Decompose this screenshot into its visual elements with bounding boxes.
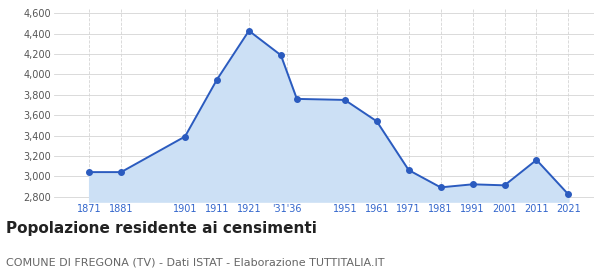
Point	[340, 98, 350, 102]
Point	[468, 182, 478, 186]
Point	[532, 158, 541, 162]
Point	[244, 29, 254, 33]
Point	[292, 97, 302, 101]
Point	[85, 170, 94, 174]
Point	[372, 119, 382, 123]
Point	[116, 170, 126, 174]
Text: COMUNE DI FREGONA (TV) - Dati ISTAT - Elaborazione TUTTITALIA.IT: COMUNE DI FREGONA (TV) - Dati ISTAT - El…	[6, 258, 385, 268]
Point	[276, 53, 286, 57]
Point	[500, 183, 509, 188]
Text: Popolazione residente ai censimenti: Popolazione residente ai censimenti	[6, 221, 317, 236]
Point	[404, 168, 413, 172]
Point	[180, 134, 190, 139]
Point	[436, 185, 445, 190]
Point	[563, 192, 573, 197]
Point	[212, 77, 222, 82]
